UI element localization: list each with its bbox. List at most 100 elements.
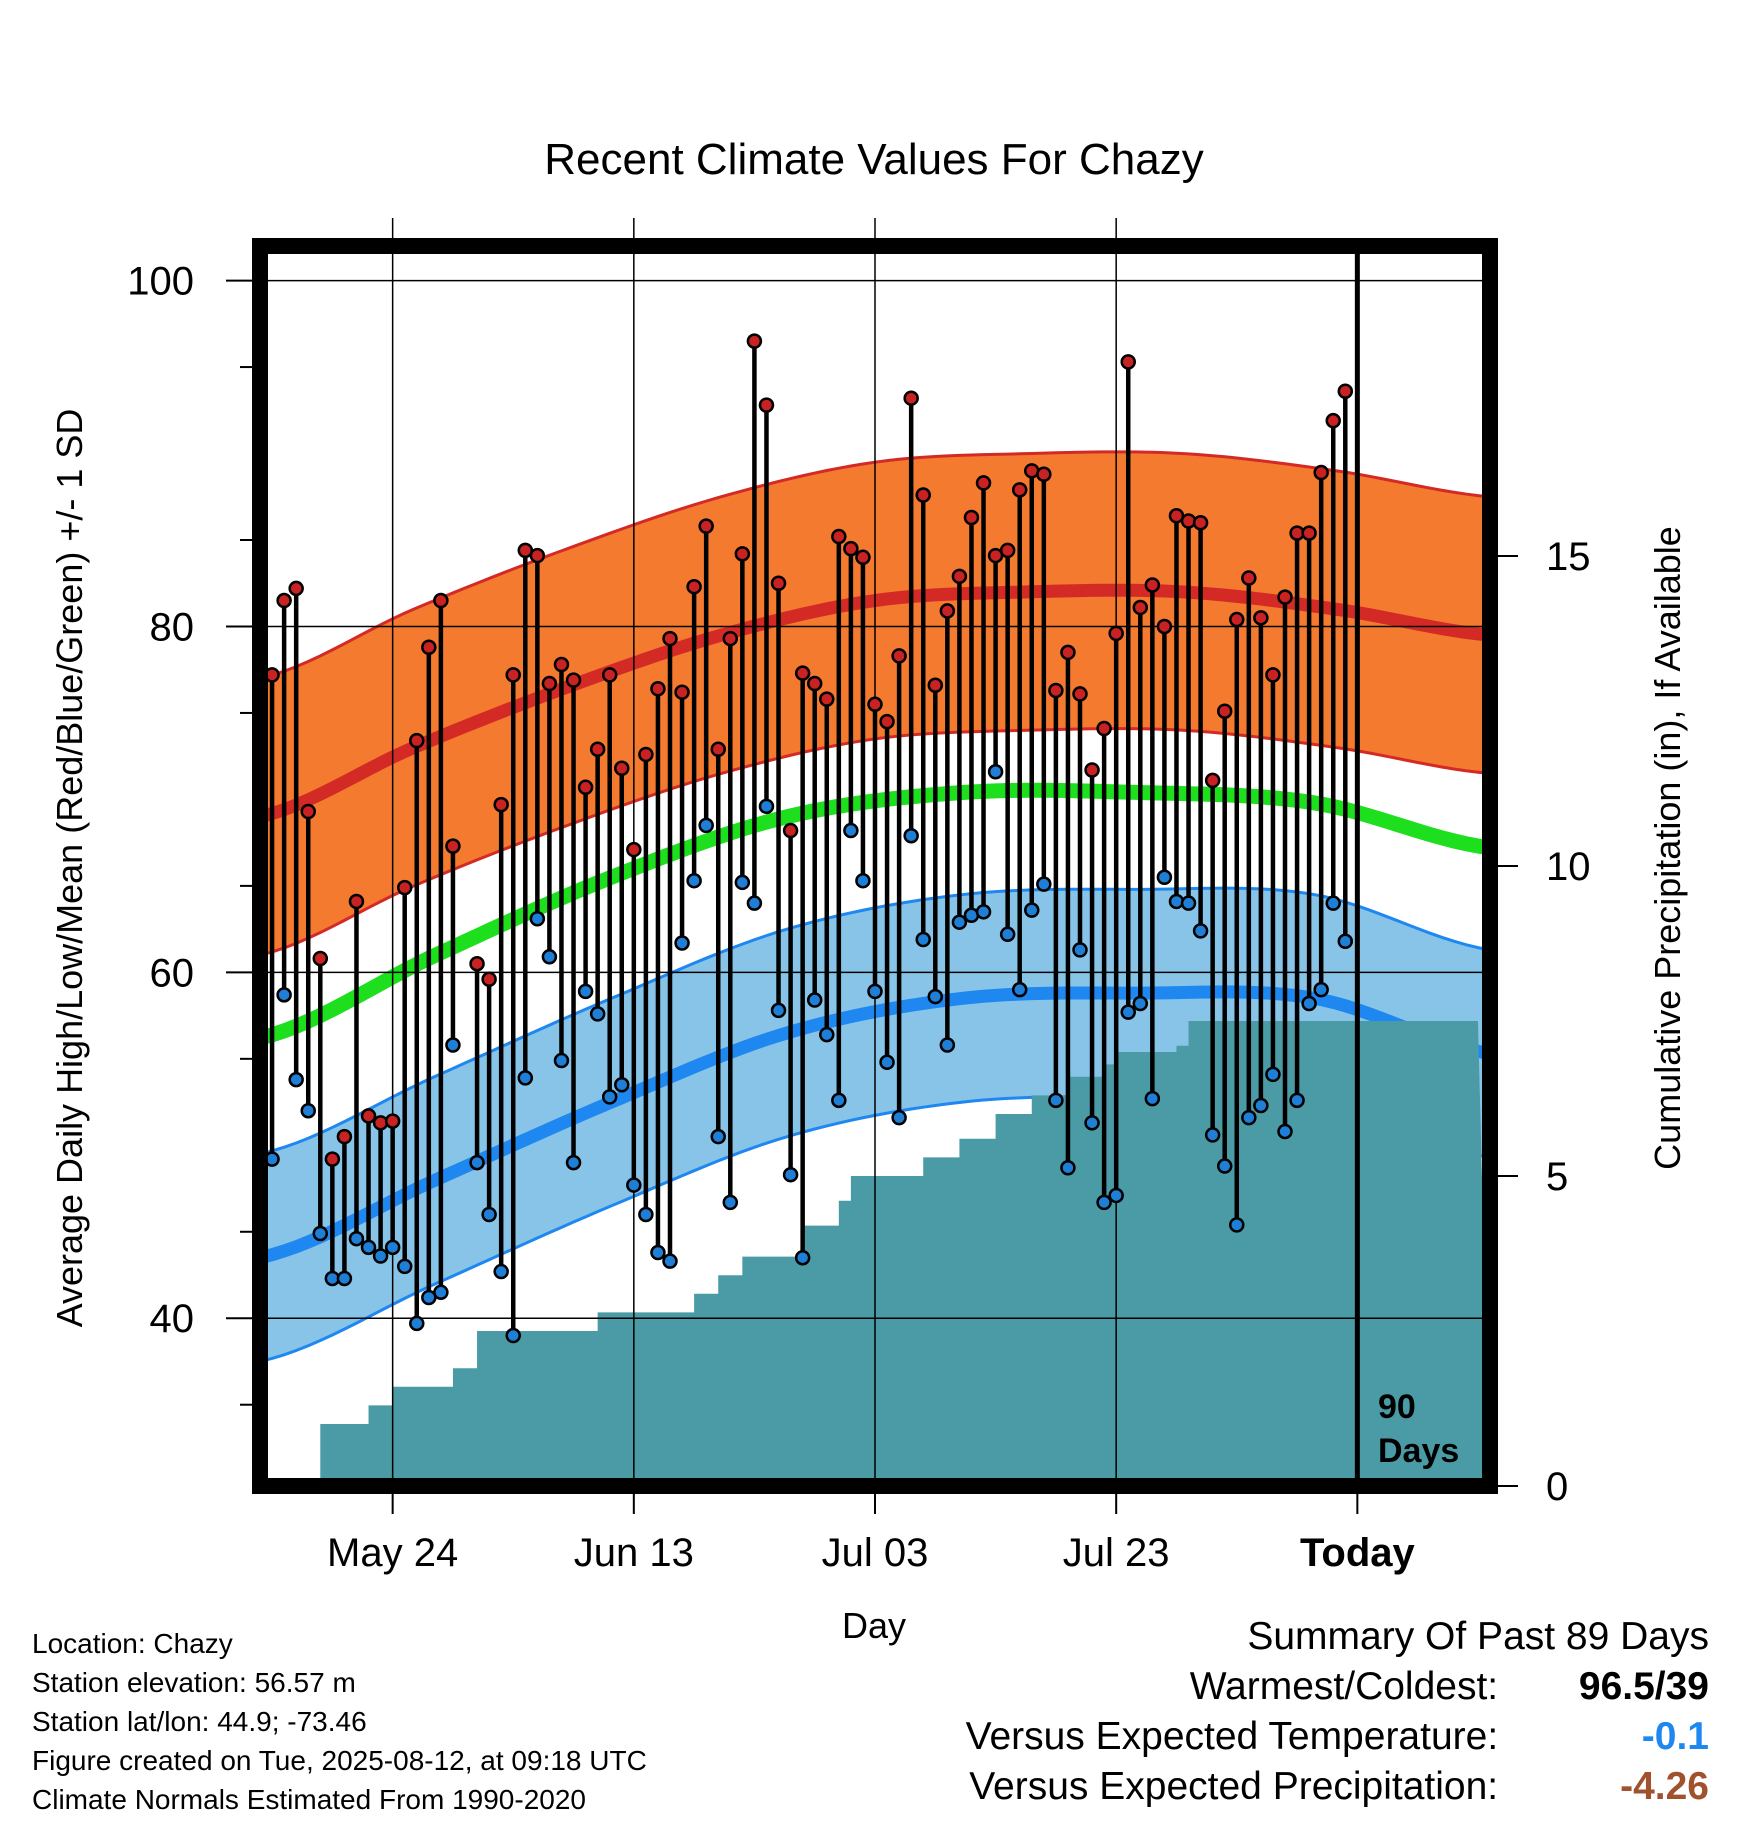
daily-high-point	[1204, 772, 1221, 789]
daily-high-point	[1313, 464, 1329, 481]
daily-high-point	[831, 528, 847, 545]
daily-low-point	[348, 1230, 365, 1247]
left-axis-title: Average Daily High/Low/Mean (Red/Blue/Gr…	[49, 409, 90, 1328]
daily-high-point	[529, 547, 546, 564]
daily-high-point	[867, 696, 883, 713]
daily-low-point	[662, 1253, 678, 1269]
daily-high-point	[674, 684, 690, 700]
daily-high-point	[360, 1108, 377, 1124]
daily-low-point	[529, 910, 546, 927]
daily-high-point	[300, 803, 316, 820]
temp-vs-expected-value: -0.1	[1641, 1715, 1709, 1758]
daily-low-point	[1180, 895, 1197, 911]
daily-low-point	[734, 874, 751, 891]
daily-high-point	[1325, 412, 1341, 429]
daily-high-point	[1144, 577, 1161, 593]
daily-high-point	[1060, 644, 1076, 661]
daily-low-point	[1108, 1187, 1124, 1204]
daily-low-point	[1229, 1217, 1245, 1233]
daily-high-point	[505, 667, 521, 683]
daily-high-point	[589, 741, 606, 758]
daily-low-point	[915, 931, 931, 948]
daily-high-point	[396, 879, 413, 896]
right-axis: 15 10 5 0	[1498, 535, 1591, 1509]
daily-low-point	[1072, 942, 1088, 958]
daily-high-point	[1192, 514, 1209, 531]
normal-low-band	[260, 888, 1490, 1362]
daily-high-point	[662, 630, 678, 647]
x-axis-title: Day	[842, 1605, 906, 1646]
daily-high-point	[939, 603, 956, 619]
elevation-text: Station elevation: 56.57 m	[32, 1667, 356, 1698]
warm-cold-label: Warmest/Coldest:	[1189, 1665, 1499, 1708]
daily-low-point	[758, 798, 775, 815]
daily-low-point	[1337, 933, 1354, 949]
daily-low-point	[999, 926, 1016, 943]
left-axis: 100 80 60 40	[127, 260, 252, 1406]
daily-high-point	[734, 546, 751, 562]
right-axis-tick-label: 15	[1546, 535, 1591, 579]
daily-high-point	[1301, 525, 1317, 541]
daily-high-point	[481, 971, 497, 988]
daily-low-point	[372, 1248, 389, 1264]
daily-low-point	[1192, 923, 1209, 939]
daily-low-point	[1241, 1109, 1257, 1126]
daily-low-point	[1084, 1115, 1100, 1131]
daily-low-point	[469, 1154, 485, 1171]
daily-low-point	[891, 1109, 907, 1126]
daily-low-point	[1301, 995, 1317, 1012]
daily-low-point	[1253, 1097, 1269, 1114]
location-text: Location: Chazy	[32, 1628, 233, 1659]
daily-low-point	[782, 1166, 799, 1183]
daily-high-point	[565, 672, 582, 688]
x-axis: May 24 Jun 13 Jul 03 Jul 23 Today	[327, 1494, 1416, 1575]
daily-low-point	[987, 763, 1004, 780]
daily-low-point	[589, 1006, 606, 1022]
daily-low-point	[1048, 1092, 1064, 1109]
daily-high-point	[541, 675, 558, 692]
daily-low-point	[276, 987, 292, 1003]
daily-high-point	[1265, 667, 1281, 683]
latlon-text: Station lat/lon: 44.9; -73.46	[32, 1706, 367, 1737]
daily-high-point	[1277, 589, 1293, 605]
daily-low-point	[686, 872, 702, 889]
daily-high-point	[879, 713, 895, 730]
daily-low-point	[1325, 895, 1341, 911]
daily-high-point	[312, 950, 329, 967]
daily-high-point	[324, 1151, 341, 1167]
daily-high-point	[903, 390, 919, 406]
daily-high-point	[433, 592, 449, 609]
daily-low-point	[1120, 1004, 1136, 1020]
daily-low-point	[1096, 1194, 1112, 1211]
today-days-label: Days	[1378, 1432, 1459, 1470]
daily-high-point	[1241, 570, 1257, 586]
right-axis-tick-label: 0	[1546, 1465, 1568, 1509]
daily-high-point	[1253, 610, 1269, 626]
daily-high-point	[650, 680, 666, 697]
daily-high-point	[288, 580, 304, 597]
daily-high-point	[276, 592, 292, 609]
chart-title: Recent Climate Values For Chazy	[544, 135, 1203, 184]
daily-low-point	[288, 1071, 304, 1088]
left-axis-tick-label: 40	[150, 1297, 195, 1341]
summary-precip: Versus Expected Precipitation: -4.26	[966, 1765, 1709, 1815]
daily-low-point	[384, 1239, 401, 1256]
daily-low-point	[1216, 1158, 1233, 1174]
daily-high-point	[927, 677, 944, 694]
daily-low-point	[601, 1089, 618, 1105]
daily-low-point	[843, 822, 859, 839]
daily-low-point	[794, 1249, 811, 1266]
daily-low-point	[396, 1258, 413, 1275]
daily-low-point	[650, 1244, 666, 1261]
daily-low-point	[1265, 1066, 1281, 1083]
daily-low-point	[1011, 981, 1028, 998]
precipitation-area	[308, 1021, 1490, 1486]
x-axis-tick-label: Jul 23	[1063, 1531, 1170, 1575]
daily-low-point	[939, 1037, 956, 1053]
daily-low-point	[336, 1270, 353, 1287]
daily-high-point	[469, 955, 485, 972]
daily-low-point	[433, 1284, 449, 1301]
daily-low-point	[1204, 1127, 1221, 1143]
right-axis-tick-label: 5	[1546, 1155, 1568, 1199]
